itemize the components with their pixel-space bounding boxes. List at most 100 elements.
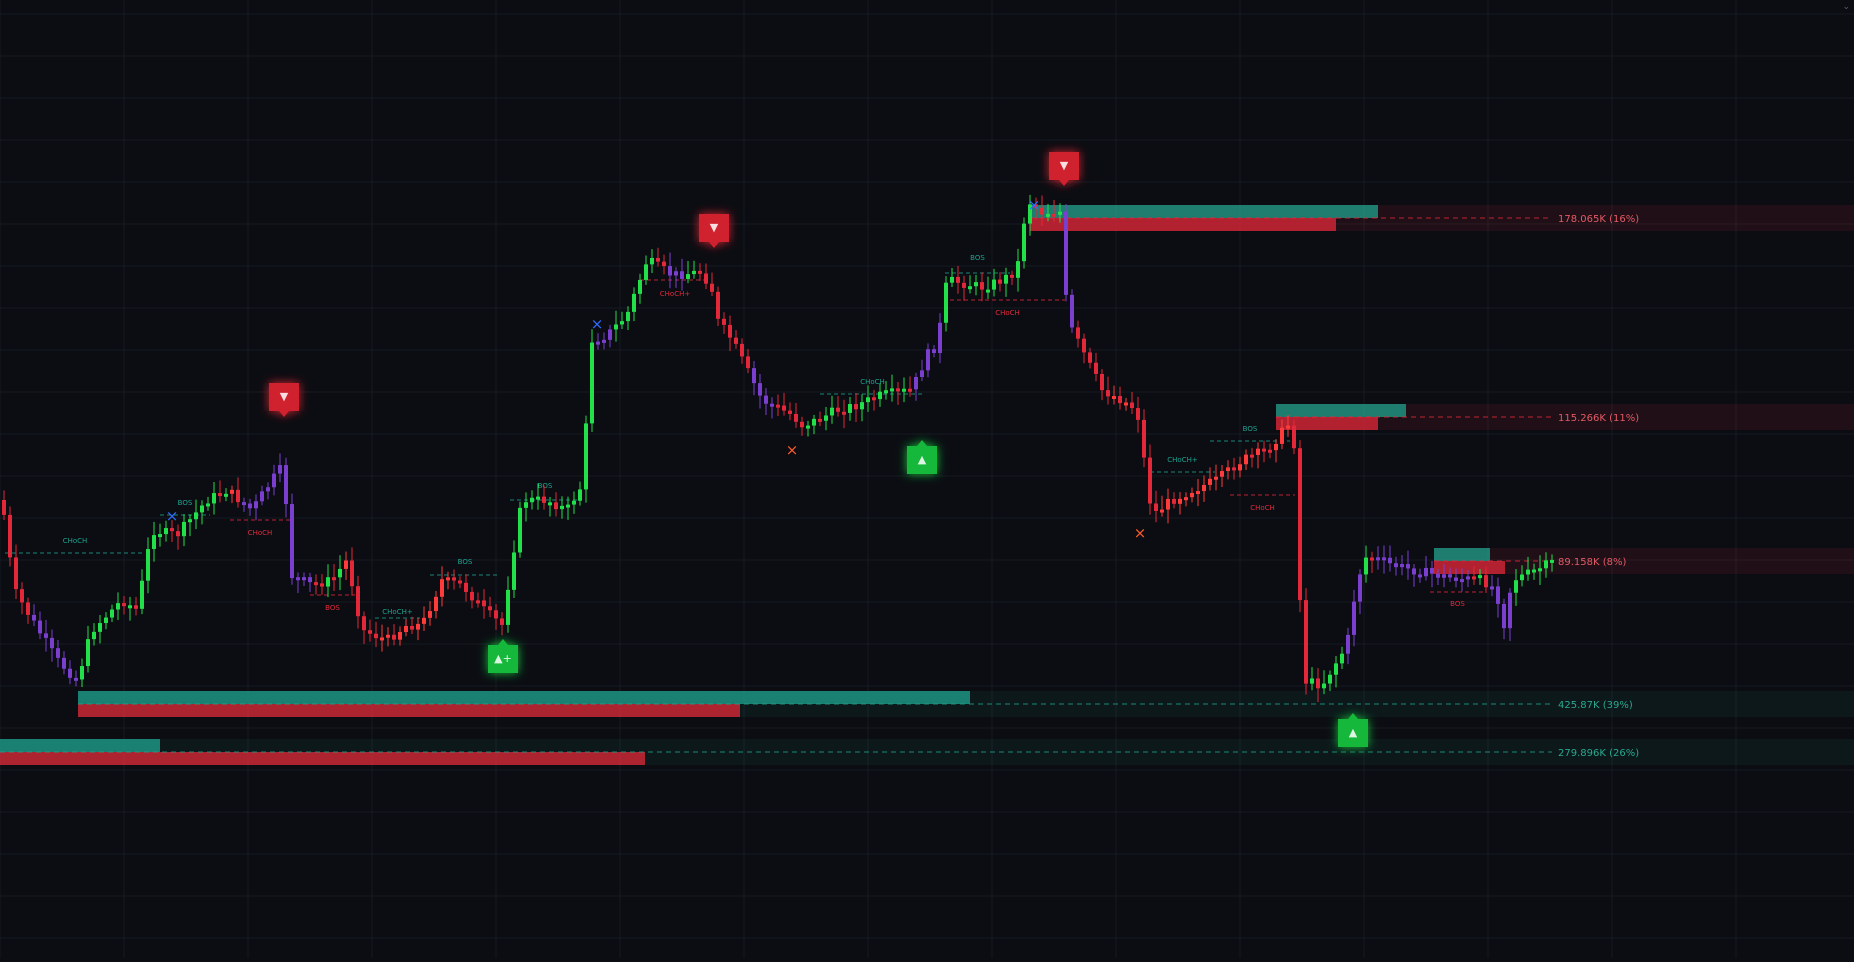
chevron-down-icon[interactable]: ⌄ xyxy=(1842,2,1850,12)
candle-body xyxy=(188,519,192,523)
candle-body xyxy=(1274,443,1278,451)
candle-body xyxy=(212,493,216,504)
signal-badge xyxy=(1338,713,1368,747)
sell-signal-icon[interactable]: ▼ xyxy=(269,383,299,417)
candle-body xyxy=(14,557,18,590)
candle-body xyxy=(122,603,126,607)
candle-body xyxy=(602,339,606,343)
candle-body xyxy=(830,407,834,416)
candle-body xyxy=(368,630,372,634)
candle-body xyxy=(56,648,60,658)
candle-body xyxy=(728,324,732,338)
candle-body xyxy=(950,276,954,283)
candle-body xyxy=(866,397,870,403)
candle-body xyxy=(596,341,600,345)
candle-body xyxy=(1418,574,1422,578)
candle-body xyxy=(518,507,522,553)
candle-body xyxy=(1100,373,1104,391)
candle-body xyxy=(680,271,684,279)
candle-body xyxy=(1124,402,1128,406)
candle-body xyxy=(1412,568,1416,575)
structure-label: BOS xyxy=(325,604,340,612)
structure-label: BOS xyxy=(1243,425,1258,433)
candle-body xyxy=(656,258,660,262)
candle-body xyxy=(584,423,588,490)
candle-body xyxy=(554,502,558,510)
buy-signal-icon[interactable]: ▲ xyxy=(907,440,937,474)
candle-body xyxy=(1352,601,1356,635)
candle-body xyxy=(1118,396,1122,404)
candle-body xyxy=(1364,557,1368,575)
candle-body xyxy=(842,411,846,415)
candle-body xyxy=(1280,427,1284,444)
candle-body xyxy=(92,631,96,640)
candle-body xyxy=(482,600,486,607)
candle-body xyxy=(926,349,930,371)
candle-body xyxy=(1064,211,1068,295)
candle-body xyxy=(422,617,426,624)
candle-body xyxy=(1172,498,1176,504)
sell-signal-icon[interactable]: ▼ xyxy=(699,214,729,248)
candle-body xyxy=(920,370,924,378)
candle-body xyxy=(1148,457,1152,504)
candle-body xyxy=(332,577,336,581)
candle-body xyxy=(1238,464,1242,471)
candle-body xyxy=(278,465,282,474)
candle-body xyxy=(812,418,816,426)
candle-body xyxy=(254,501,258,509)
candle-body xyxy=(872,397,876,401)
signal-glyph: ▲ xyxy=(1349,726,1358,739)
candle-body xyxy=(398,632,402,640)
level-label: 115.266K (11%) xyxy=(1558,413,1639,424)
candle-body xyxy=(1262,448,1266,452)
candle-body xyxy=(1478,575,1482,579)
candle-body xyxy=(1334,663,1338,675)
candle-body xyxy=(698,270,702,274)
candle-body xyxy=(194,512,198,520)
candle-body xyxy=(1526,569,1530,575)
candle-body xyxy=(914,377,918,390)
candle-body xyxy=(1094,362,1098,374)
sell-signal-icon[interactable]: ▼ xyxy=(1049,152,1079,186)
candle-body xyxy=(758,383,762,396)
candle-body xyxy=(1406,564,1410,569)
candle-body xyxy=(992,279,996,290)
structure-label: CHoCH xyxy=(860,378,885,386)
candle-body xyxy=(1442,574,1446,578)
candle-body xyxy=(1058,211,1062,215)
candle-body xyxy=(1328,674,1332,684)
candle-body xyxy=(1226,467,1230,472)
candle-body xyxy=(1292,425,1296,449)
candle-body xyxy=(608,329,612,340)
candle-body xyxy=(26,602,30,615)
candle-body xyxy=(1358,574,1362,602)
candle-body xyxy=(824,415,828,421)
candle-body xyxy=(776,404,780,408)
signal-markers[interactable]: ▼ ▼ ▼ ▲+ ▲ ▲ xyxy=(269,152,1368,747)
candle-body xyxy=(392,634,396,640)
buy-signal-icon[interactable]: ▲+ xyxy=(488,639,518,673)
candle-body xyxy=(1424,567,1428,577)
swing-marker-icon: × xyxy=(591,315,604,333)
candle-body xyxy=(458,580,462,584)
candle-body xyxy=(1496,586,1500,604)
candle-body xyxy=(80,666,84,680)
candle-body xyxy=(1022,223,1026,262)
candle-body xyxy=(686,274,690,279)
candle-body xyxy=(1538,568,1542,572)
signal-glyph: ▼ xyxy=(710,221,719,234)
candle-body xyxy=(32,614,36,621)
candle-body xyxy=(1544,560,1548,569)
candle-body xyxy=(854,404,858,410)
candle-body xyxy=(536,496,540,500)
candle-body xyxy=(488,606,492,611)
candle-body xyxy=(98,623,102,632)
candle-body xyxy=(1244,454,1248,465)
candle-body xyxy=(410,626,414,630)
candle-body xyxy=(1160,509,1164,513)
candle-body xyxy=(260,491,264,502)
buy-signal-icon[interactable]: ▲ xyxy=(1338,713,1368,747)
candle-body xyxy=(542,496,546,503)
